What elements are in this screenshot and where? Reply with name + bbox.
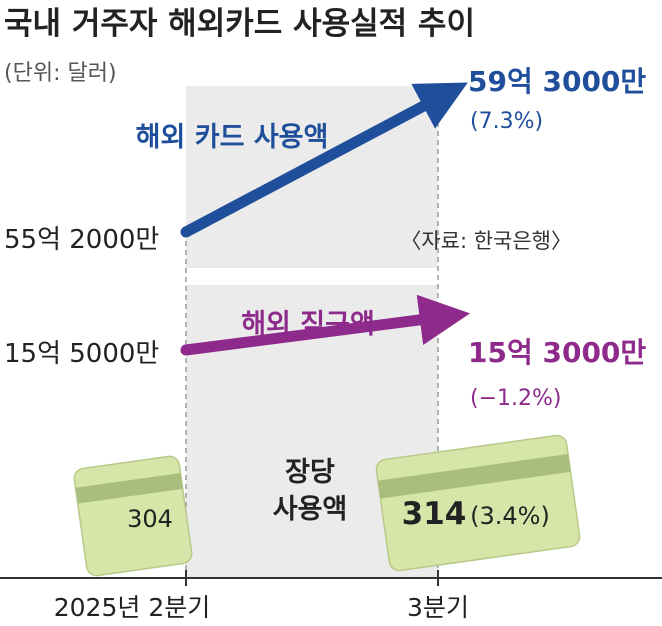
- card-q3-value: 314: [402, 496, 467, 532]
- card-series-line: [180, 82, 468, 238]
- chart-title: 국내 거주자 해외카드 사용실적 추이: [4, 6, 475, 42]
- direct-end-label: 15억 3000만: [468, 336, 646, 369]
- card-end-label: 59억 3000만: [468, 65, 646, 98]
- card-q3-graphic: [375, 434, 581, 572]
- unit-label: (단위: 달러): [4, 61, 117, 86]
- x-tick-label-q3: 3분기: [407, 593, 469, 622]
- source-label: 〈자료: 한국은행〉: [400, 229, 572, 253]
- card-start-label: 55억 2000만: [4, 225, 159, 255]
- per-card-label-line2: 사용액: [273, 494, 348, 525]
- card-change-label: (7.3%): [470, 109, 543, 134]
- direct-series-line: [180, 294, 471, 356]
- card-q2-stripe: [75, 472, 183, 504]
- card-q3-stripe: [377, 453, 571, 499]
- direct-start-label: 15억 5000만: [4, 339, 159, 369]
- card-series-name: 해외 카드 사용액: [136, 122, 329, 153]
- direct-change-label: (−1.2%): [470, 386, 562, 411]
- x-tick-label-q2: 2025년 2분기: [54, 593, 210, 622]
- card-q2-graphic: [73, 455, 193, 577]
- card-q2-value: 304: [127, 505, 173, 533]
- card-q3-change: (3.4%): [470, 502, 550, 530]
- per-card-label-line1: 장당: [285, 457, 335, 488]
